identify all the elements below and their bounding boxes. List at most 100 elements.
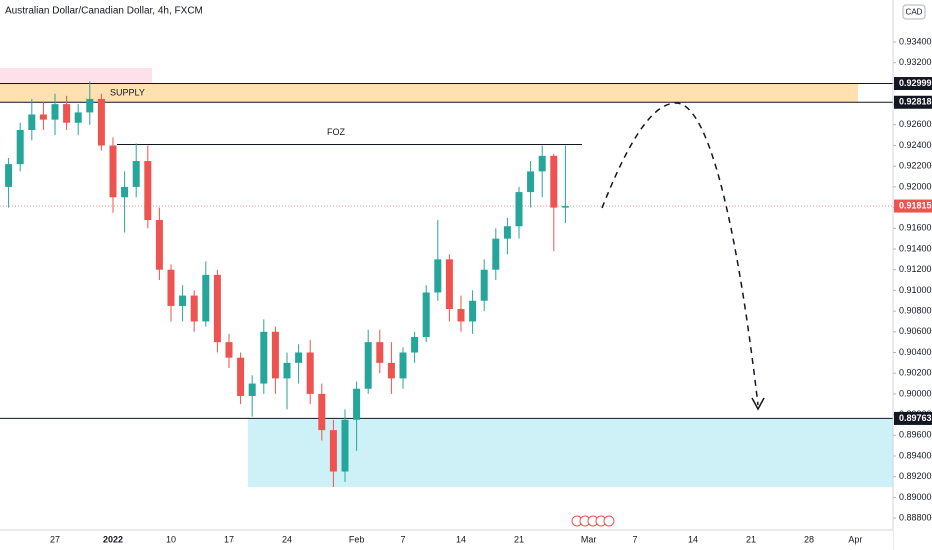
projection-arrow — [751, 397, 765, 411]
x-tick-label: 14 — [688, 534, 698, 544]
y-tick-label: 0.90200 — [899, 368, 932, 378]
candle-body — [132, 161, 140, 187]
candle-body — [225, 342, 233, 358]
candle-body — [16, 129, 24, 165]
candle-body — [86, 98, 94, 113]
y-tick-label: 0.92000 — [899, 181, 932, 191]
zone — [0, 83, 858, 103]
x-tick-label: 24 — [282, 534, 292, 544]
price-tag-label: 0.92999 — [899, 78, 932, 88]
candle-body — [341, 419, 349, 472]
candle-body — [527, 171, 535, 193]
candle-body — [387, 362, 395, 379]
y-tick-label: 0.93400 — [899, 36, 932, 46]
y-tick-label: 0.90800 — [899, 305, 932, 315]
candle-body — [5, 164, 13, 187]
zone-label: SUPPLY — [110, 87, 145, 97]
zone — [248, 418, 893, 488]
y-tick-label: 0.92400 — [899, 140, 932, 150]
y-tick-label: 0.88800 — [899, 512, 932, 522]
candle-body — [271, 331, 279, 379]
candle-body — [469, 300, 477, 322]
candle-body — [97, 98, 105, 146]
candle-body — [550, 155, 558, 208]
x-tick-label: 2022 — [103, 534, 123, 544]
y-tick-label: 0.92600 — [899, 119, 932, 129]
x-tick-label: 7 — [632, 534, 637, 544]
price-tag-label: 0.89763 — [899, 413, 932, 423]
y-tick-label: 0.91600 — [899, 223, 932, 233]
candle-body — [515, 192, 523, 227]
x-tick-label: Feb — [349, 534, 365, 544]
candle-body — [39, 114, 47, 120]
price-tag — [894, 95, 932, 109]
price-tag — [894, 199, 932, 213]
time-axis — [0, 530, 893, 550]
x-tick-label: 14 — [456, 534, 466, 544]
candle-body — [248, 383, 256, 396]
candle-body — [144, 161, 152, 221]
x-tick-label: 21 — [514, 534, 524, 544]
y-tick-label: 0.90600 — [899, 326, 932, 336]
y-tick-label: 0.91200 — [899, 264, 932, 274]
x-tick-label: Apr — [848, 534, 862, 544]
x-tick-label: 27 — [50, 534, 60, 544]
price-tag-label: 0.92818 — [899, 97, 932, 107]
y-tick-label: 0.89400 — [899, 450, 932, 460]
x-tick-label: 10 — [166, 534, 176, 544]
candle-body — [561, 206, 569, 208]
y-tick-label: 0.93200 — [899, 57, 932, 67]
candle-body — [445, 259, 453, 310]
candle-body — [480, 269, 488, 301]
x-tick-label: 17 — [224, 534, 234, 544]
axes: 0.934000.932000.930000.928000.926000.924… — [50, 36, 932, 544]
candle-body — [318, 393, 326, 431]
candle-body — [109, 145, 117, 198]
candle-body — [538, 155, 546, 172]
y-tick-label: 0.90000 — [899, 388, 932, 398]
candle-body — [376, 342, 384, 363]
price-axis — [893, 0, 932, 550]
y-tick-label: 0.90400 — [899, 347, 932, 357]
projection-path — [601, 102, 759, 406]
x-tick-label: 21 — [746, 534, 756, 544]
candle-body — [353, 388, 361, 420]
candle-body — [457, 309, 465, 322]
candle-body — [329, 430, 337, 472]
candle-body — [306, 352, 314, 394]
currency-label: CAD — [906, 8, 923, 17]
candle-body — [121, 186, 129, 198]
candle-body — [63, 104, 71, 123]
currency-badge[interactable] — [902, 4, 926, 20]
y-tick-label: 0.89200 — [899, 471, 932, 481]
candle-body — [364, 342, 372, 389]
x-tick-label: 7 — [400, 534, 405, 544]
candle-body — [422, 292, 430, 337]
y-tick-label: 0.89600 — [899, 430, 932, 440]
price-tag — [894, 77, 932, 91]
candle-body — [51, 104, 59, 120]
candle-body — [295, 352, 303, 363]
candle-body — [503, 226, 511, 239]
candle-body — [213, 274, 221, 343]
candle-body — [237, 357, 245, 396]
price-tag — [894, 411, 932, 425]
candle-body — [190, 295, 198, 322]
x-tick-label: 28 — [804, 534, 814, 544]
foz-label: FOZ — [327, 127, 345, 137]
y-tick-label: 0.91000 — [899, 285, 932, 295]
zone — [0, 67, 152, 84]
y-tick-label: 0.89000 — [899, 492, 932, 502]
candle-body — [492, 238, 500, 270]
candle-body — [399, 352, 407, 379]
event-icons — [571, 515, 615, 527]
candle-body — [155, 220, 163, 270]
y-tick-label: 0.91400 — [899, 243, 932, 253]
candle-body — [434, 259, 442, 293]
plot — [5, 81, 569, 488]
candle-body — [167, 269, 175, 306]
candle-body — [179, 295, 187, 306]
chart-title: Australian Dollar/Canadian Dollar, 4h, F… — [5, 6, 203, 17]
candle-body — [283, 362, 291, 379]
event-icon[interactable] — [603, 515, 615, 527]
